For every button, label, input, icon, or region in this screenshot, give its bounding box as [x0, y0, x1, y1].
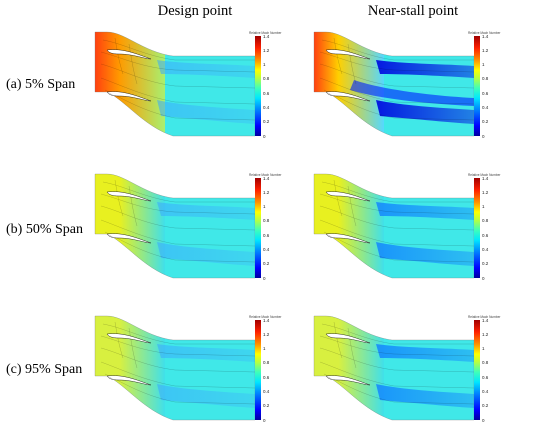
- colorbar-tick-label: 0.2: [482, 403, 489, 409]
- colorbar-tick-label: 1.2: [263, 189, 270, 195]
- contour-panel-design-row-2: [94, 172, 256, 284]
- contour-panel-design-row-3: [94, 314, 256, 426]
- colorbar-title: Relative Mach Number: [468, 31, 501, 35]
- colorbar-tick-label: 0.6: [482, 232, 489, 238]
- colorbar-tick-label: 1.4: [263, 33, 270, 39]
- colorbar-tick-label: 0.8: [263, 218, 270, 224]
- colorbar-tick-label: 1: [263, 346, 266, 352]
- colorbar-tick-label: 0.6: [482, 90, 489, 96]
- colorbar: [255, 36, 261, 136]
- colorbar-tick-label: 1.4: [482, 33, 489, 39]
- colorbar-tick-label: 0.8: [482, 360, 489, 366]
- colorbar-tick-label: 0.4: [263, 104, 270, 110]
- colorbar-tick-label: 0.4: [482, 246, 489, 252]
- colorbar-tick-label: 0.6: [482, 374, 489, 380]
- colorbar: [255, 178, 261, 278]
- colorbar-tick-label: 0.8: [263, 76, 270, 82]
- colorbar: [474, 178, 480, 278]
- colorbar-tick-label: 0: [263, 275, 266, 281]
- colorbar-tick-label: 0.8: [482, 76, 489, 82]
- colorbar-tick-label: 1.4: [482, 317, 489, 323]
- contour-panel-stall-row-3: [313, 314, 475, 426]
- colorbar-tick-label: 0: [482, 417, 485, 423]
- colorbar-title: Relative Mach Number: [468, 315, 501, 319]
- colorbar-title: Relative Mach Number: [249, 31, 282, 35]
- colorbar-tick-label: 1: [482, 62, 485, 68]
- colorbar-title: Relative Mach Number: [249, 173, 282, 177]
- colorbar-title: Relative Mach Number: [249, 315, 282, 319]
- colorbar: [474, 320, 480, 420]
- colorbar-tick-label: 1.4: [482, 175, 489, 181]
- colorbar-tick-label: 0.8: [263, 360, 270, 366]
- colorbar-tick-label: 0.2: [482, 261, 489, 267]
- colorbar-tick-label: 0: [482, 133, 485, 139]
- colorbar-tick-label: 1.4: [263, 317, 270, 323]
- colorbar-tick-label: 1: [482, 204, 485, 210]
- colorbar-tick-label: 1.2: [263, 331, 270, 337]
- colorbar-tick-label: 0.2: [263, 119, 270, 125]
- colorbar-tick-label: 0.2: [263, 261, 270, 267]
- colorbar-tick-label: 0.4: [482, 388, 489, 394]
- colorbar-tick-label: 1.2: [482, 47, 489, 53]
- colorbar-tick-label: 0.8: [482, 218, 489, 224]
- colorbar-tick-label: 1.2: [482, 331, 489, 337]
- colorbar-tick-label: 0.6: [263, 90, 270, 96]
- colorbar-tick-label: 0.6: [263, 232, 270, 238]
- colorbar-tick-label: 0: [263, 133, 266, 139]
- colorbar-tick-label: 1: [263, 62, 266, 68]
- colorbar-tick-label: 0: [263, 417, 266, 423]
- colorbar-title: Relative Mach Number: [468, 173, 501, 177]
- colorbar-tick-label: 1: [482, 346, 485, 352]
- row-label-50-span: (b) 50% Span: [6, 222, 83, 237]
- colorbar-tick-label: 1.2: [482, 189, 489, 195]
- contour-panel-stall-row-1: [313, 30, 475, 142]
- colorbar-tick-label: 0.2: [263, 403, 270, 409]
- colorbar-tick-label: 0.4: [263, 246, 270, 252]
- contour-panel-stall-row-2: [313, 172, 475, 284]
- row-label-5-span: (a) 5% Span: [6, 77, 76, 92]
- colorbar-tick-label: 0: [482, 275, 485, 281]
- colorbar-tick-label: 0.2: [482, 119, 489, 125]
- colorbar-tick-label: 1.4: [263, 175, 270, 181]
- colorbar-tick-label: 1.2: [263, 47, 270, 53]
- colorbar-tick-label: 0.4: [263, 388, 270, 394]
- colorbar-tick-label: 0.4: [482, 104, 489, 110]
- row-label-95-span: (c) 95% Span: [6, 362, 83, 377]
- colorbar: [474, 36, 480, 136]
- colorbar: [255, 320, 261, 420]
- colorbar-tick-label: 1: [263, 204, 266, 210]
- column-header-design: Design point: [157, 3, 233, 19]
- column-header-near-stall: Near-stall point: [367, 3, 459, 19]
- contour-panel-design-row-1: [94, 30, 256, 142]
- colorbar-tick-label: 0.6: [263, 374, 270, 380]
